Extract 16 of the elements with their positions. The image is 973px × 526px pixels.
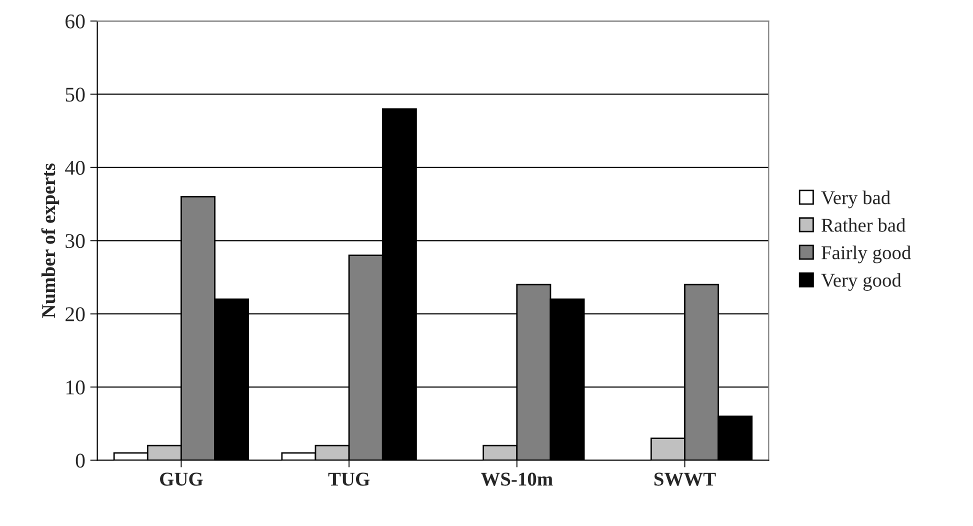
y-tick-label: 0 (76, 454, 85, 468)
legend-label: Rather bad (822, 218, 906, 232)
legend-label: Very good (821, 273, 902, 291)
y-tick-label: 10 (66, 380, 85, 394)
x-tick-label: SWWT (654, 472, 716, 486)
y-tick-label: 30 (66, 234, 85, 248)
y-tick-label: 60 (66, 14, 85, 28)
y-tick-label: 20 (66, 307, 85, 322)
x-tick-label: GUG (160, 472, 203, 486)
y-tick-label: 50 (66, 88, 85, 102)
legend-label: Very bad (821, 190, 890, 208)
y-tick-label: 40 (65, 160, 85, 175)
y-axis-title: Number of experts (41, 164, 60, 318)
legend-label: Fairly good (822, 246, 911, 264)
x-tick-label: WS-10m (480, 472, 553, 486)
x-tick-label: TUG (328, 472, 370, 486)
